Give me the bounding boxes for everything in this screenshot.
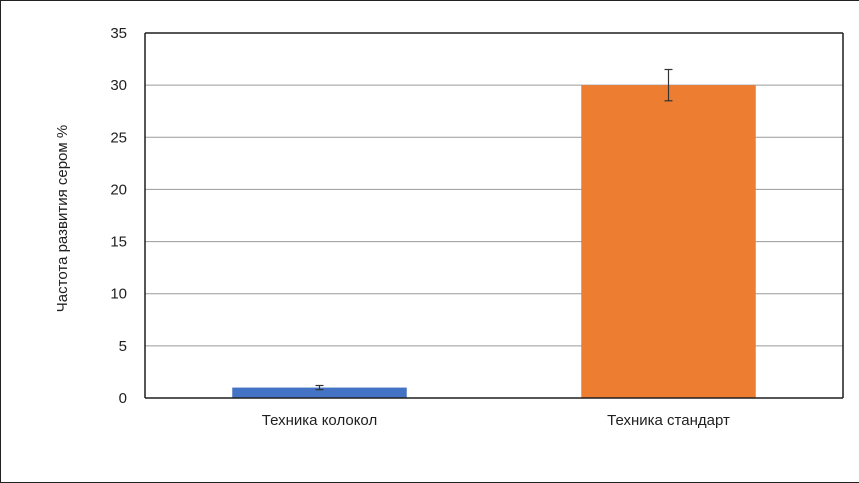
bars	[232, 85, 756, 399]
y-tick-label-5: 5	[119, 338, 127, 355]
y-axis-title: Частота развития сером %	[54, 125, 71, 312]
y-tick-label-20: 20	[110, 181, 127, 198]
labels: 0 5 10 15 20 25 30 35 Техника колокол Техника ста…	[110, 25, 730, 429]
bar-2	[581, 85, 756, 399]
y-tick-label-30: 30	[110, 77, 127, 94]
x-category-label-2: Техника стандарт	[607, 412, 730, 429]
axes	[144, 32, 844, 399]
bar-1	[232, 387, 407, 398]
y-tick-label-10: 10	[110, 286, 127, 303]
y-tick-label-25: 25	[110, 129, 127, 146]
error-bars	[315, 68, 673, 391]
y-tick-label-35: 35	[110, 25, 127, 42]
y-tick-label-15: 15	[110, 234, 127, 251]
x-category-label-1: Техника колокол	[262, 412, 377, 429]
y-tick-label-0: 0	[119, 390, 127, 407]
